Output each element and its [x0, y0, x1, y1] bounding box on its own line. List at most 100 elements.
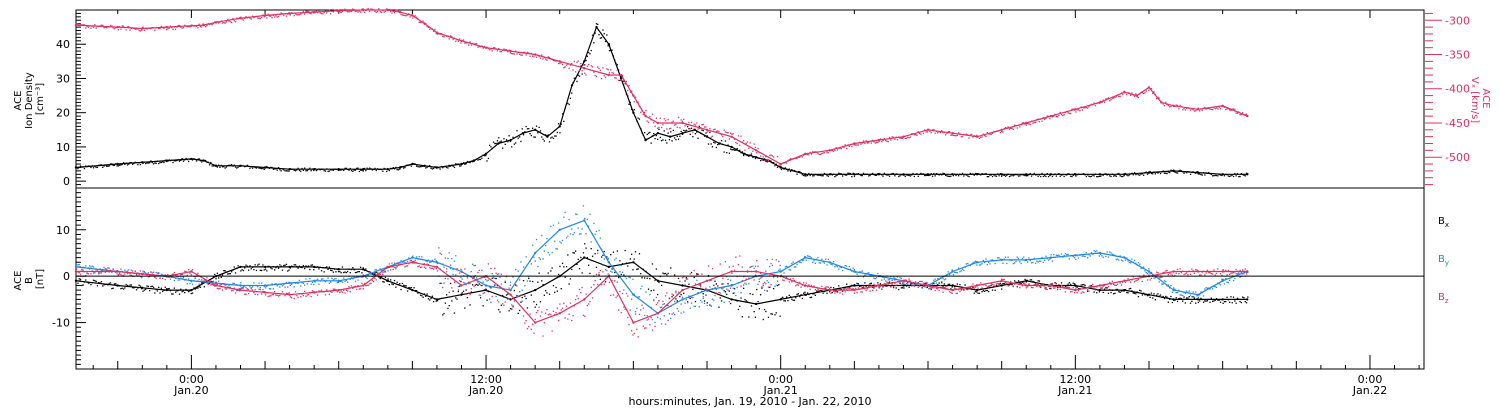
top-series-1-point — [714, 128, 716, 130]
bottom-series-Bz-point — [1180, 272, 1183, 274]
bottom-series-Bx-point — [644, 277, 646, 279]
bottom-series-Bz-point — [297, 296, 299, 299]
top-series-1-point — [1243, 114, 1245, 116]
bottom-series-Bz-point — [1075, 287, 1077, 289]
bottom-series-Bx-point — [988, 290, 990, 293]
bottom-series-Bz-point — [946, 285, 948, 287]
bottom-series-Bx-point — [289, 267, 291, 269]
bottom-series-Bx-point — [495, 277, 497, 280]
bottom-series-Bx-point — [1242, 296, 1244, 298]
top-series-1-point — [601, 78, 603, 80]
bottom-series-Bx-point — [115, 283, 117, 285]
bottom-series-By-point — [1223, 283, 1226, 285]
bottom-series-Bx-sample — [313, 265, 316, 269]
bottom-series-By-point — [766, 280, 768, 282]
top-series-1-point — [104, 26, 106, 28]
bottom-series-By-point — [955, 272, 957, 274]
top-series-0-point — [659, 136, 661, 139]
bottom-series-By-point — [352, 278, 354, 280]
bottom-series-Bx-point — [431, 295, 433, 297]
bottom-series-Bx-point — [446, 294, 448, 296]
top-series-1-point — [522, 51, 525, 54]
bottom-series-Bx-point — [868, 285, 870, 287]
bottom-series-By-point — [926, 282, 928, 284]
top-series-1-point — [302, 10, 304, 13]
bottom-series-Bz-sample — [288, 293, 291, 296]
bottom-series-By-point — [697, 292, 699, 294]
bottom-series-By-sample — [1123, 256, 1126, 259]
top-series-0-point — [588, 51, 590, 54]
bottom-series-By-point — [1178, 289, 1180, 291]
top-series-0-point — [227, 165, 229, 167]
bottom-series-By-point — [701, 301, 703, 303]
bottom-series-By-point — [258, 282, 260, 284]
bottom-series-Bx-point — [838, 285, 840, 287]
top-series-0-point — [1137, 174, 1140, 176]
top-series-1-point — [289, 14, 291, 16]
bottom-series-Bx-point — [707, 274, 710, 277]
bottom-series-Bx-point — [1033, 281, 1035, 283]
bottom-series-By-point — [773, 276, 775, 278]
bottom-series-Bx-point — [390, 279, 392, 281]
top-series-0-point — [219, 166, 221, 168]
bottom-series-Bx-point — [1051, 284, 1054, 286]
bottom-series-Bx-point — [526, 307, 529, 309]
bottom-series-Bz-sample — [926, 284, 930, 287]
bottom-series-By-point — [1140, 267, 1142, 270]
bottom-series-Bz-point — [494, 267, 496, 269]
bottom-series-Bx-point — [1087, 290, 1089, 292]
bottom-series-By-point — [775, 284, 777, 286]
bottom-series-Bx-point — [1175, 297, 1177, 299]
bottom-series-Bx-point — [451, 300, 453, 302]
bottom-series-Bz-point — [661, 306, 663, 308]
bottom-series-By-point — [91, 265, 93, 267]
bottom-series-Bz-sample — [141, 272, 144, 276]
bottom-series-By-point — [601, 248, 603, 250]
bottom-series-Bz-point — [360, 288, 362, 290]
bottom-series-By-point — [788, 269, 790, 271]
bottom-series-By-point — [1195, 291, 1197, 293]
bottom-series-Bx-point — [292, 266, 294, 268]
bottom-series-By-point — [511, 304, 513, 306]
top-series-1-sample — [583, 67, 586, 70]
bottom-series-By-point — [873, 277, 875, 279]
top-series-1-point — [594, 74, 596, 77]
bottom-series-By-point — [453, 260, 456, 262]
bottom-series-Bz-point — [1154, 276, 1156, 279]
top-series-1-point — [1231, 108, 1233, 110]
bottom-series-By-point — [730, 279, 732, 281]
bottom-series-Bz-point — [688, 296, 690, 299]
bottom-series-Bz-point — [100, 269, 103, 272]
bottom-series-Bx-point — [836, 291, 839, 293]
bottom-series-Bz-point — [960, 288, 962, 290]
bottom-series-Bx-point — [543, 294, 545, 296]
top-series-0-point — [1092, 174, 1094, 176]
top-series-1-point — [911, 133, 913, 135]
top-series-1-point — [767, 159, 770, 162]
bottom-series-Bz-point — [924, 285, 926, 288]
bottom-series-Bx-point — [769, 286, 771, 288]
bottom-series-Bz-point — [232, 289, 234, 292]
top-series-1-point — [1075, 111, 1077, 113]
top-series-0-point — [702, 129, 704, 132]
bottom-series-By-point — [1019, 261, 1021, 263]
bottom-series-Bz-point — [292, 293, 294, 295]
bottom-series-Bx-point — [369, 271, 371, 273]
top-series-0-point — [365, 169, 367, 172]
bottom-series-Bz-point — [743, 284, 745, 286]
top-series-1-point — [1072, 108, 1074, 110]
bottom-series-Bz-point — [620, 311, 622, 314]
bottom-series-By-point — [847, 268, 849, 270]
bottom-series-Bx-point — [886, 285, 888, 287]
bottom-series-Bx-point — [578, 268, 581, 270]
bottom-series-By-point — [791, 262, 793, 265]
x-tick-time-label: 0:00 — [1358, 373, 1383, 386]
top-series-1-point — [1090, 103, 1093, 105]
top-series-1-point — [156, 27, 159, 29]
bottom-series-Bz-point — [1057, 288, 1059, 291]
bottom-series-Bz-point — [664, 295, 667, 297]
top-series-1-point — [551, 58, 553, 61]
bottom-series-By-point — [296, 282, 298, 284]
bottom-series-By-point — [868, 272, 870, 274]
bottom-series-Bx-point — [442, 314, 444, 316]
